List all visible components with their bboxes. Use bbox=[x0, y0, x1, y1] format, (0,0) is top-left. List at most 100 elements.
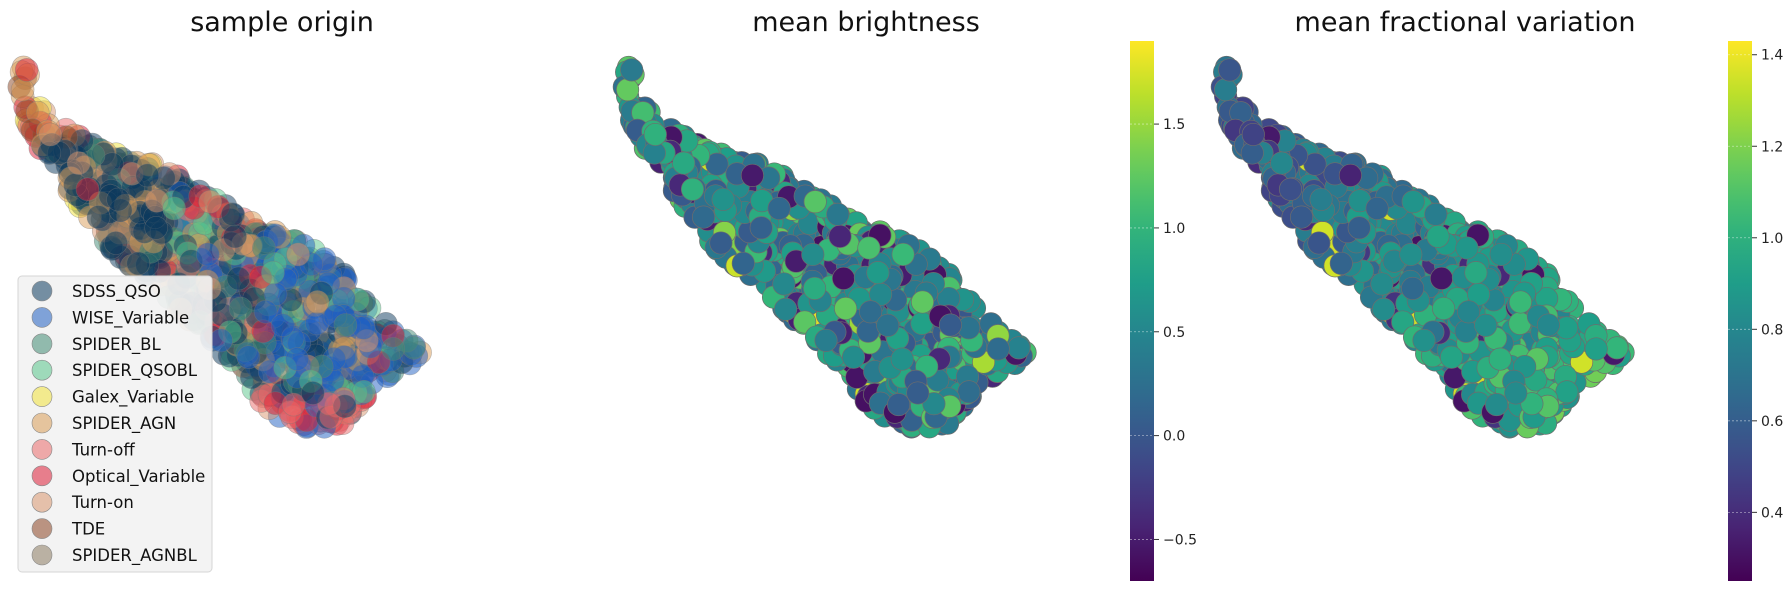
scatter-point bbox=[672, 151, 696, 175]
colorbar-tick-label: 1.0 bbox=[1761, 231, 1783, 247]
scatter-point bbox=[221, 202, 245, 227]
scatter-point bbox=[801, 242, 825, 267]
scatter-point bbox=[887, 393, 911, 417]
scatter-point bbox=[1488, 347, 1512, 371]
scatter-point bbox=[104, 231, 128, 255]
scatter-point bbox=[1401, 276, 1425, 300]
panel-title-sample-origin: sample origin bbox=[190, 7, 374, 38]
scatter-point bbox=[856, 319, 880, 343]
legend-entry: SPIDER_BL bbox=[72, 335, 161, 355]
scatter-point bbox=[841, 345, 866, 369]
scatter-point bbox=[890, 347, 914, 371]
colorbar-tick-label: 0.5 bbox=[1163, 325, 1185, 341]
panel-sample-origin: sample origin SDSS_QSO WISE_Variable SPIDE… bbox=[7, 7, 432, 573]
legend-entry: SPIDER_AGNBL bbox=[72, 546, 198, 566]
scatter-point bbox=[286, 242, 310, 267]
scatter-point bbox=[352, 379, 376, 404]
scatter-point bbox=[986, 337, 1010, 361]
scatter-point bbox=[803, 190, 827, 214]
scatter-point bbox=[261, 260, 285, 285]
scatter-point bbox=[910, 290, 935, 314]
scatter-point bbox=[866, 261, 890, 285]
colorbar-gradient bbox=[1130, 41, 1154, 581]
colorbar-tick-label: 0.6 bbox=[1761, 414, 1783, 430]
scatter-point bbox=[75, 177, 100, 202]
legend: SDSS_QSO WISE_Variable SPIDER_BL SPIDER_QSO… bbox=[17, 275, 213, 573]
legend-entry: TDE bbox=[71, 520, 105, 539]
scatter-point bbox=[834, 296, 858, 321]
scatter-point bbox=[616, 78, 640, 102]
scatter-point bbox=[857, 236, 881, 260]
legend-marker bbox=[31, 280, 53, 302]
scatter-point bbox=[1365, 196, 1389, 220]
scatter-point bbox=[1307, 231, 1331, 255]
scatter-point bbox=[10, 77, 35, 102]
scatter-point bbox=[1429, 266, 1454, 290]
scatter-point bbox=[731, 251, 755, 275]
legend-marker bbox=[31, 412, 53, 434]
legend-entry: SDSS_QSO bbox=[72, 282, 161, 302]
scatter-point bbox=[1289, 205, 1314, 229]
legend-marker bbox=[31, 544, 53, 566]
scatter-point bbox=[891, 242, 915, 266]
colorbar-gradient bbox=[1728, 41, 1752, 581]
colorbar-tick-label: 0.0 bbox=[1163, 429, 1185, 445]
scatter-point bbox=[1399, 242, 1423, 267]
legend-marker bbox=[31, 439, 53, 460]
legend-marker bbox=[31, 491, 53, 513]
legend-marker bbox=[31, 518, 53, 539]
scatter-point bbox=[1218, 58, 1242, 82]
scatter-point bbox=[1426, 224, 1450, 248]
scatter-point bbox=[774, 297, 798, 321]
scatter-point bbox=[106, 187, 130, 212]
colorbar-mean-fractional-variation: 0.4 0.6 0.8 1.0 1.2 1.4 bbox=[1728, 41, 1783, 581]
scatter-point bbox=[1424, 202, 1448, 226]
scatter-point bbox=[253, 299, 278, 324]
scatter-point bbox=[209, 328, 233, 353]
panel-mean-fractional-variation: mean fractional variation 0.4 0.6 0.8 1.0 1.… bbox=[1210, 7, 1783, 581]
scatter-point bbox=[226, 266, 251, 291]
scatter-point bbox=[1454, 319, 1478, 343]
legend-marker bbox=[31, 307, 53, 328]
scatter-point bbox=[281, 392, 306, 417]
scatter-point bbox=[831, 266, 856, 290]
scatter-point bbox=[198, 189, 222, 214]
scatter-point bbox=[680, 177, 705, 201]
scatter-point bbox=[300, 381, 325, 405]
scatter-point bbox=[1504, 381, 1528, 405]
scatter-point bbox=[126, 251, 151, 276]
scatter-point bbox=[1555, 380, 1579, 404]
scatter-point bbox=[252, 236, 276, 260]
scatter-point bbox=[1474, 313, 1498, 337]
scatter-point bbox=[1214, 78, 1238, 102]
scatter-point bbox=[1329, 251, 1353, 275]
scatter-point bbox=[957, 380, 981, 404]
scatter-point bbox=[196, 242, 220, 267]
scatter-point bbox=[826, 202, 850, 226]
scatter-point bbox=[285, 347, 310, 371]
scatter-point bbox=[223, 224, 247, 249]
scatter-point bbox=[859, 300, 883, 324]
scatter-point bbox=[86, 205, 111, 229]
legend-marker bbox=[31, 359, 53, 381]
scatter-point bbox=[803, 276, 827, 300]
scatter-points-sample-origin bbox=[7, 55, 432, 439]
scatter-point bbox=[1605, 336, 1629, 360]
scatter-point bbox=[228, 296, 253, 321]
scatter-point bbox=[1432, 296, 1456, 321]
scatter-point bbox=[620, 58, 644, 82]
scatter-point bbox=[643, 122, 667, 147]
scatter-point bbox=[38, 122, 63, 147]
scatter-point bbox=[814, 328, 838, 352]
scatter-points-mean-brightness bbox=[612, 55, 1037, 439]
colorbar-tick-label: 1.4 bbox=[1761, 48, 1783, 64]
scatter-point bbox=[1485, 393, 1509, 417]
legend-marker bbox=[31, 386, 53, 407]
legend-entry: Turn-off bbox=[71, 440, 135, 459]
scatter-point bbox=[1347, 216, 1371, 240]
scatter-point bbox=[922, 392, 946, 416]
scatter-point bbox=[270, 313, 295, 338]
scatter-point bbox=[1412, 328, 1436, 352]
colorbar-tick-label: 1.2 bbox=[1761, 139, 1783, 155]
